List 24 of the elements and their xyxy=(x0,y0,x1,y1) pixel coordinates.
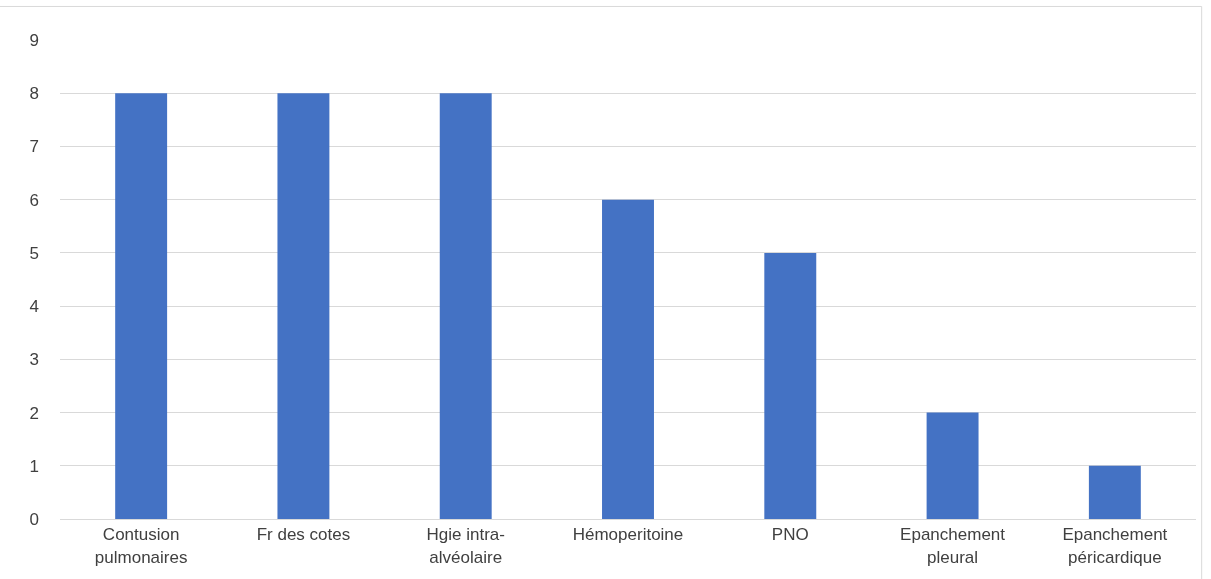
bar xyxy=(115,93,168,519)
y-tick-label: 9 xyxy=(29,30,39,50)
y-tick-label: 6 xyxy=(29,190,39,210)
x-tick-label: Fr des cotes xyxy=(256,525,351,545)
y-tick-label: 7 xyxy=(29,137,39,157)
x-tick-label: Contusion pulmonaires xyxy=(94,525,188,567)
bar xyxy=(277,93,330,519)
y-tick-label: 4 xyxy=(29,297,39,317)
x-tick-label: Hgie intra- alvéolaire xyxy=(426,525,505,567)
y-tick-label: 0 xyxy=(29,509,39,529)
y-tick-label: 3 xyxy=(29,350,39,370)
y-tick-label: 5 xyxy=(29,243,39,263)
x-tick-label: Epanchement pleural xyxy=(900,525,1006,567)
y-tick-label: 8 xyxy=(29,84,39,104)
y-tick-label: 2 xyxy=(29,403,39,423)
bar xyxy=(1088,465,1141,519)
x-tick-label: PNO xyxy=(771,525,809,545)
x-tick-label: Hémoperitoine xyxy=(572,525,684,545)
bar xyxy=(439,93,492,519)
bar xyxy=(926,412,979,519)
x-tick-label: Epanchement péricardique xyxy=(1062,525,1168,567)
y-tick-label: 1 xyxy=(29,456,39,476)
bar xyxy=(764,252,817,519)
bar xyxy=(602,199,654,519)
